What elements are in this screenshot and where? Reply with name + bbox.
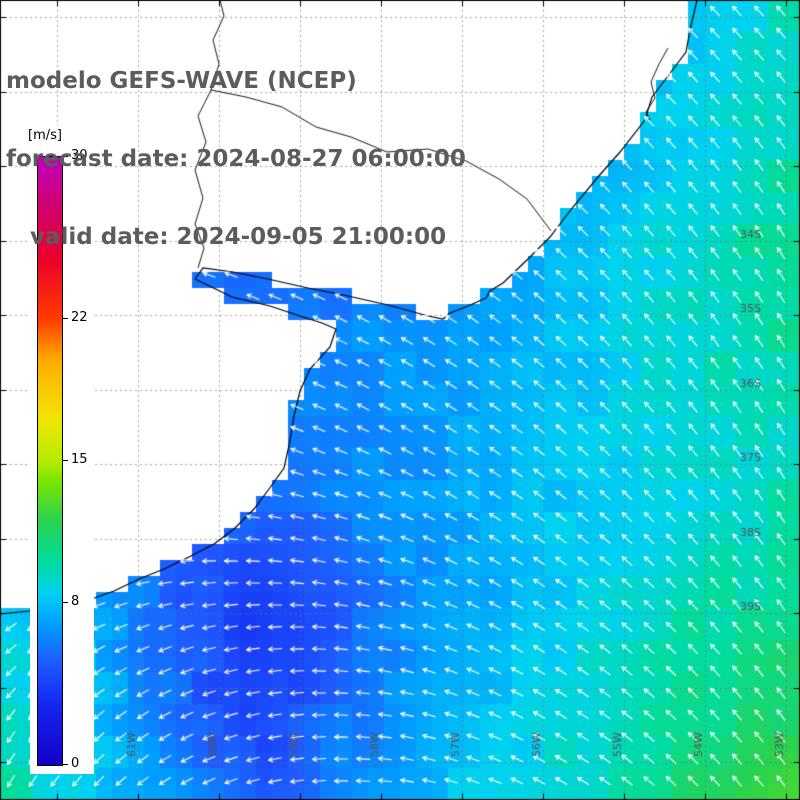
colorbar-tickmark bbox=[63, 460, 68, 461]
colorbar-tickmark bbox=[63, 601, 68, 603]
colorbar-tickmark bbox=[63, 318, 68, 320]
colorbar-unit-label: [m/s] bbox=[28, 128, 62, 143]
colorbar-tickmark bbox=[63, 764, 68, 765]
valid-date-label: valid date: 2024-09-05 21:00:00 bbox=[6, 224, 447, 250]
colorbar-tick-label: 22 bbox=[71, 310, 88, 326]
colorbar-gradient bbox=[37, 156, 63, 766]
forecast-date-label: forecast date: 2024-08-27 06:00:00 bbox=[6, 146, 466, 172]
colorbar-tick-label: 0 bbox=[71, 756, 80, 771]
colorbar: [m/s] 30 22 15 8 0 bbox=[28, 126, 94, 774]
colorbar-tick-label: 15 bbox=[71, 452, 88, 467]
colorbar-tickmark bbox=[63, 156, 68, 157]
model-title: modelo GEFS-WAVE (NCEP) bbox=[6, 68, 357, 94]
title-block: modelo GEFS-WAVE (NCEP) forecast date: 2… bbox=[6, 16, 466, 302]
colorbar-tick-label: 30 bbox=[71, 148, 88, 163]
colorbar-tick-label: 8 bbox=[71, 593, 80, 609]
